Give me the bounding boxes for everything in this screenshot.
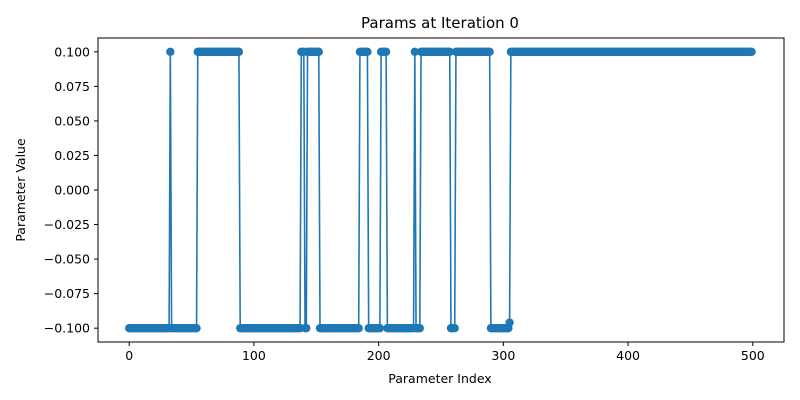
- y-tick-label: 0.100: [54, 44, 90, 59]
- y-axis-title: Parameter Value: [13, 138, 28, 242]
- y-tick-label: 0.025: [54, 148, 90, 163]
- y-tick-label: 0.075: [54, 79, 90, 94]
- data-point: [410, 47, 420, 57]
- data-point: [302, 323, 311, 333]
- data-point: [485, 47, 494, 57]
- chart-title: Params at Iteration 0: [361, 14, 519, 32]
- data-point: [363, 47, 372, 57]
- y-tick-label: −0.075: [44, 286, 90, 301]
- y-tick-label: 0.050: [54, 113, 90, 128]
- x-axis-title: Parameter Index: [388, 371, 491, 386]
- data-point: [354, 323, 363, 333]
- data-point: [415, 323, 424, 333]
- x-tick-label: 300: [491, 348, 515, 363]
- x-tick-label: 500: [741, 348, 765, 363]
- y-tick-label: 0.000: [54, 183, 90, 198]
- data-point: [445, 47, 454, 57]
- data-point: [166, 47, 175, 57]
- y-tick-label: −0.025: [44, 217, 90, 232]
- data-point: [381, 47, 391, 57]
- data-point: [450, 323, 459, 333]
- data-point: [375, 323, 385, 333]
- data-point: [314, 47, 323, 57]
- data-point: [505, 318, 514, 327]
- data-point: [192, 323, 201, 333]
- y-tick-label: −0.100: [44, 321, 90, 336]
- x-tick-label: 200: [367, 348, 391, 363]
- axes-layer: 0 100 200 300 400 500 −0.100 −0.075 −0.050 −0.025…: [44, 37, 785, 363]
- series-layer: [124, 47, 756, 333]
- x-tick-label: 100: [242, 348, 266, 363]
- data-point: [234, 47, 244, 57]
- x-tick-label: 400: [616, 348, 640, 363]
- y-tick-label: −0.050: [44, 252, 90, 267]
- data-point: [747, 47, 756, 57]
- x-tick-label: 0: [125, 348, 133, 363]
